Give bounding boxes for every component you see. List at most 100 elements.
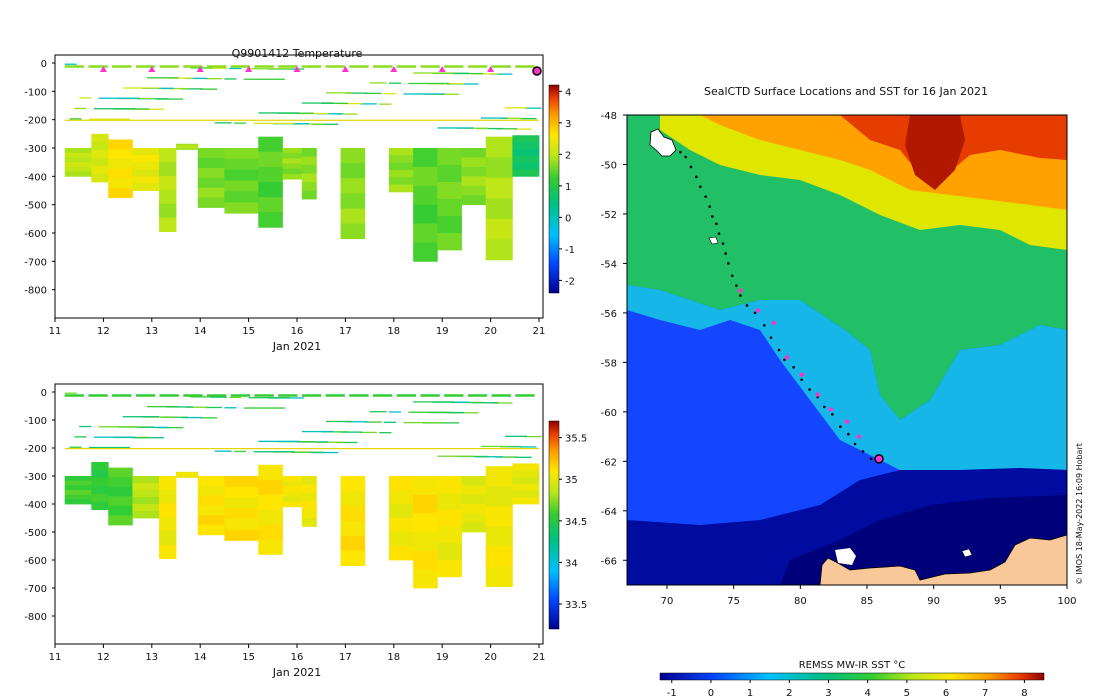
surface-layer-line — [519, 117, 537, 120]
track-point — [745, 304, 749, 307]
profile-column-cell — [197, 525, 225, 536]
profile-column-cell — [176, 473, 199, 475]
profile-position — [771, 320, 776, 325]
salinity-x-label: Jan 2021 — [272, 666, 321, 679]
profile-column-cell — [485, 218, 513, 240]
surface-layer-line — [384, 421, 397, 423]
x-tick-label: 16 — [291, 652, 304, 663]
surface-layer-line — [500, 446, 523, 448]
surface-layer-line — [229, 67, 242, 70]
track-point — [715, 222, 718, 226]
profile-column-cell — [485, 526, 513, 547]
surface-layer-line — [122, 87, 160, 89]
profile-column-cell — [301, 509, 317, 519]
profile-column-cell — [301, 518, 317, 527]
surface-layer-line — [254, 65, 274, 68]
profile-column-cell — [388, 177, 414, 185]
surface-layer-line — [64, 65, 85, 68]
profile-column-cell — [64, 485, 92, 491]
surface-layer-line — [209, 67, 227, 69]
surface-layer-line — [93, 108, 135, 110]
track-point — [808, 388, 811, 391]
surface-layer-line — [311, 451, 339, 454]
surface-layer-line — [159, 394, 179, 397]
profile-column-cell — [437, 233, 462, 251]
temperature-panel: Q9901412 Temperature 0 -100 -200 -300 -400 -5… — [24, 47, 575, 353]
profile-column-cell — [301, 501, 317, 510]
surface-layer-line — [413, 401, 455, 403]
surface-layer-line — [444, 394, 464, 397]
track-point — [724, 252, 727, 255]
surface-layer-line — [200, 417, 218, 419]
profile-column-cell — [437, 560, 462, 578]
profile-column-cell — [461, 494, 487, 505]
profile-column-cell — [132, 176, 160, 184]
profile-column-cell — [340, 193, 366, 209]
profile-column-cell — [176, 145, 199, 147]
profile-column-cell — [258, 166, 283, 183]
profile-column-cell — [224, 497, 259, 509]
profile-position — [784, 355, 790, 360]
colorbar-tick-label: 35.5 — [565, 434, 587, 445]
profile-column-cell — [282, 163, 303, 170]
surface-layer-line — [112, 394, 132, 397]
surface-layer-line — [437, 127, 474, 129]
profile-column-cell — [258, 524, 283, 540]
profile-column-cell — [413, 223, 438, 243]
profile-column-cell — [132, 504, 160, 512]
surface-layer-line — [301, 65, 322, 68]
x-tick-label: 15 — [242, 652, 255, 663]
profile-column-cell — [64, 162, 92, 168]
surface-layer-line — [495, 456, 518, 458]
temperature-colorbar — [548, 84, 560, 294]
surface-layer-line — [156, 98, 184, 100]
profile-column-cell — [176, 146, 199, 148]
profile-column-cell — [340, 148, 366, 164]
temperature-surface-layers — [64, 63, 542, 130]
profile-marker — [438, 66, 446, 72]
profile-column-cell — [340, 535, 366, 552]
surface-layer-line — [403, 421, 445, 424]
surface-layer-line — [505, 435, 527, 437]
profile-column-cell — [258, 182, 283, 198]
profile-column-cell — [461, 513, 487, 524]
profile-column-cell — [340, 490, 366, 507]
profile-column-cell — [64, 480, 92, 486]
profile-column-cell — [282, 481, 303, 487]
profile-column-cell — [197, 167, 225, 179]
map-latitude-axis: -48 -50 -52 -54 -56 -58 -60 -62 -64 -66 — [601, 111, 627, 567]
surface-layer-line — [519, 446, 537, 448]
profile-column-cell — [91, 173, 109, 183]
profile-column-cell — [301, 492, 317, 502]
profile-column-cell — [340, 550, 366, 566]
salinity-panel: 0 -100 -200 -300 -400 -500 -600 -700 -800 11 12 13… — [24, 383, 587, 679]
surface-layer-line — [98, 97, 140, 99]
profile-column-cell — [512, 476, 540, 485]
profile-column-cell — [258, 479, 283, 496]
track-point — [739, 294, 742, 297]
profile-column-cell — [176, 472, 199, 475]
colorbar-tick-label: 1 — [565, 182, 571, 193]
profile-column-cell — [437, 216, 462, 234]
track-point — [735, 284, 738, 287]
surface-layer-line — [495, 128, 518, 130]
profile-column-cell — [159, 489, 177, 504]
colorbar-tick-label: 0 — [565, 213, 571, 224]
island-patch — [961, 548, 973, 558]
y-tick-label: -100 — [24, 416, 47, 427]
profile-column-cell — [159, 161, 177, 177]
track-point — [717, 232, 721, 236]
sst-colorbar-tick-label: 7 — [982, 688, 988, 699]
temperature-profile-markers — [99, 66, 542, 76]
x-tick-label: 18 — [387, 326, 400, 337]
surface-layer-line — [321, 431, 348, 433]
sst-colorbar-tick-label: 3 — [825, 688, 831, 699]
isoline-200m — [64, 448, 540, 450]
profile-column-cell — [413, 494, 438, 514]
profile-marker — [341, 66, 349, 72]
profile-column-cell — [91, 493, 109, 503]
surface-layer-line — [345, 421, 368, 423]
surface-layer-line — [79, 425, 92, 428]
sst-colorbar-tick-label: 6 — [943, 688, 949, 699]
